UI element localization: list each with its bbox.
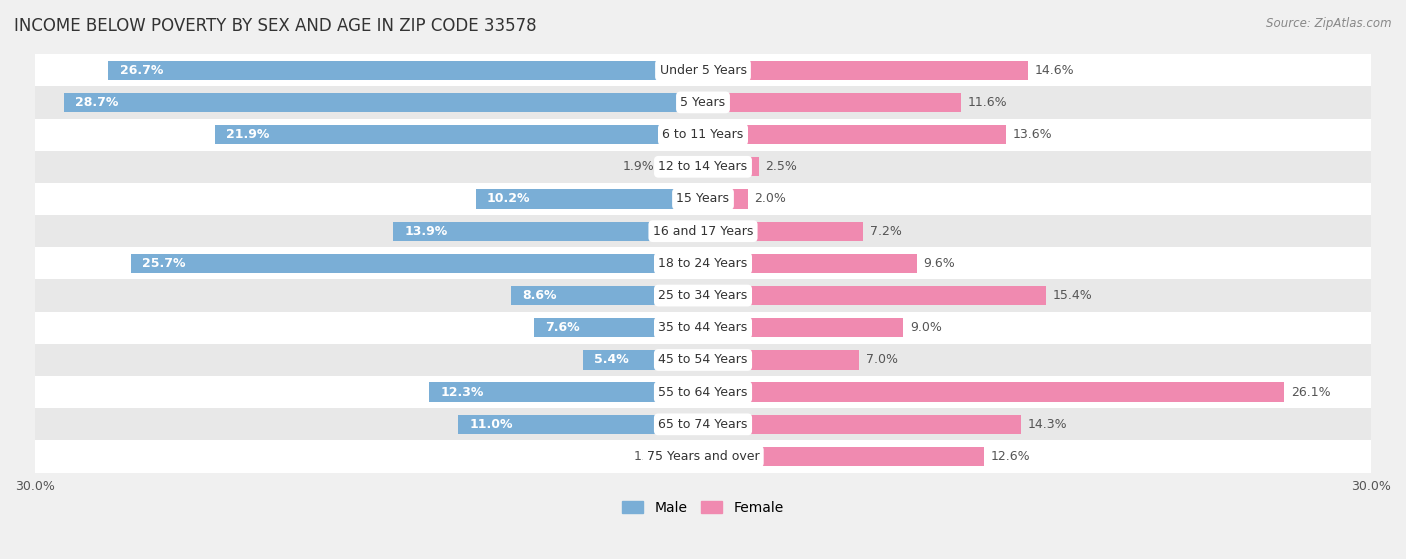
Text: 1.4%: 1.4% <box>633 450 665 463</box>
Bar <box>703 221 863 241</box>
Bar <box>703 157 759 177</box>
Bar <box>703 93 962 112</box>
Bar <box>703 382 1284 402</box>
Bar <box>131 254 703 273</box>
Bar <box>35 119 1371 151</box>
Bar <box>475 190 703 209</box>
Text: 15 Years: 15 Years <box>676 192 730 206</box>
Text: 13.6%: 13.6% <box>1012 128 1052 141</box>
Text: 8.6%: 8.6% <box>523 289 557 302</box>
Text: 25.7%: 25.7% <box>142 257 186 270</box>
Text: 7.2%: 7.2% <box>870 225 901 238</box>
Bar <box>108 60 703 80</box>
Bar <box>215 125 703 144</box>
Bar <box>429 382 703 402</box>
Text: 26.1%: 26.1% <box>1291 386 1330 399</box>
Bar <box>703 350 859 369</box>
Bar <box>582 350 703 369</box>
Bar <box>661 157 703 177</box>
Text: 28.7%: 28.7% <box>75 96 118 109</box>
Text: 55 to 64 Years: 55 to 64 Years <box>658 386 748 399</box>
Text: 7.0%: 7.0% <box>866 353 897 367</box>
Text: 14.6%: 14.6% <box>1035 64 1074 77</box>
Text: 1.9%: 1.9% <box>623 160 654 173</box>
Bar <box>534 318 703 338</box>
Bar <box>703 254 917 273</box>
Bar <box>394 221 703 241</box>
Text: 9.0%: 9.0% <box>910 321 942 334</box>
Text: 6 to 11 Years: 6 to 11 Years <box>662 128 744 141</box>
Text: 45 to 54 Years: 45 to 54 Years <box>658 353 748 367</box>
Text: 35 to 44 Years: 35 to 44 Years <box>658 321 748 334</box>
Text: 12.6%: 12.6% <box>990 450 1029 463</box>
Text: 25 to 34 Years: 25 to 34 Years <box>658 289 748 302</box>
Text: 75 Years and over: 75 Years and over <box>647 450 759 463</box>
Text: 12 to 14 Years: 12 to 14 Years <box>658 160 748 173</box>
Bar <box>35 280 1371 312</box>
Bar <box>703 286 1046 305</box>
Bar <box>703 190 748 209</box>
Text: 11.6%: 11.6% <box>967 96 1008 109</box>
Bar <box>35 183 1371 215</box>
Bar <box>35 344 1371 376</box>
Bar <box>703 125 1005 144</box>
Bar <box>512 286 703 305</box>
Text: 13.9%: 13.9% <box>405 225 449 238</box>
Bar <box>672 447 703 466</box>
Bar <box>35 376 1371 408</box>
Bar <box>35 151 1371 183</box>
Text: 10.2%: 10.2% <box>486 192 530 206</box>
Text: 2.0%: 2.0% <box>754 192 786 206</box>
Text: 15.4%: 15.4% <box>1053 289 1092 302</box>
Bar <box>458 415 703 434</box>
Bar <box>35 312 1371 344</box>
Bar <box>703 318 904 338</box>
Text: 18 to 24 Years: 18 to 24 Years <box>658 257 748 270</box>
Bar <box>703 447 984 466</box>
Bar <box>703 415 1021 434</box>
Text: 7.6%: 7.6% <box>546 321 579 334</box>
Text: 5 Years: 5 Years <box>681 96 725 109</box>
Text: 14.3%: 14.3% <box>1028 418 1067 431</box>
Bar <box>35 408 1371 440</box>
Bar <box>35 440 1371 472</box>
Bar <box>35 247 1371 280</box>
Text: 65 to 74 Years: 65 to 74 Years <box>658 418 748 431</box>
Text: 21.9%: 21.9% <box>226 128 270 141</box>
Text: Under 5 Years: Under 5 Years <box>659 64 747 77</box>
Bar <box>35 54 1371 86</box>
Text: INCOME BELOW POVERTY BY SEX AND AGE IN ZIP CODE 33578: INCOME BELOW POVERTY BY SEX AND AGE IN Z… <box>14 17 537 35</box>
Text: 26.7%: 26.7% <box>120 64 163 77</box>
Text: 16 and 17 Years: 16 and 17 Years <box>652 225 754 238</box>
Bar <box>35 215 1371 247</box>
Text: 9.6%: 9.6% <box>924 257 955 270</box>
Bar <box>703 60 1028 80</box>
Bar <box>63 93 703 112</box>
Text: 12.3%: 12.3% <box>440 386 484 399</box>
Text: 11.0%: 11.0% <box>470 418 513 431</box>
Text: 5.4%: 5.4% <box>593 353 628 367</box>
Text: 2.5%: 2.5% <box>765 160 797 173</box>
Text: Source: ZipAtlas.com: Source: ZipAtlas.com <box>1267 17 1392 30</box>
Bar <box>35 86 1371 119</box>
Legend: Male, Female: Male, Female <box>617 495 789 520</box>
